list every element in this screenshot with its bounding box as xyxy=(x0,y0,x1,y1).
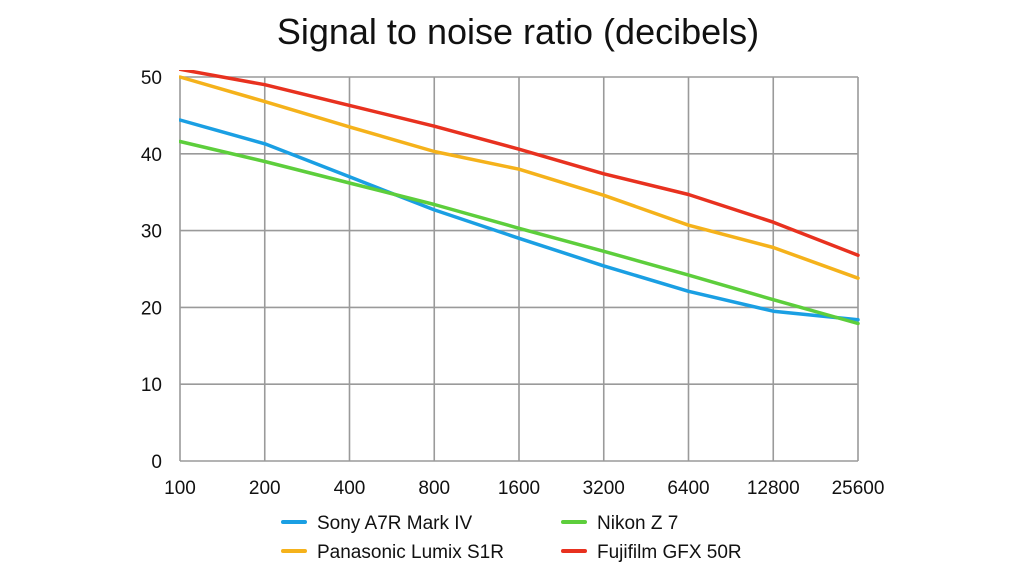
y-axis-ticks: 0 10 20 30 40 50 xyxy=(141,68,162,473)
y-tick-label: 0 xyxy=(151,452,162,473)
y-tick-label: 40 xyxy=(141,145,162,166)
x-tick-label: 1600 xyxy=(498,478,540,499)
x-tick-label: 3200 xyxy=(583,478,625,499)
y-tick-label: 20 xyxy=(141,298,162,319)
x-tick-label: 200 xyxy=(249,478,281,499)
series-line xyxy=(179,75,860,280)
x-tick-label: 6400 xyxy=(667,478,709,499)
x-tick-label: 12800 xyxy=(747,478,800,499)
legend-label: Fujifilm GFX 50R xyxy=(597,542,742,563)
series-lines xyxy=(179,70,860,326)
y-tick-label: 50 xyxy=(141,68,162,89)
chart-title: Signal to noise ratio (decibels) xyxy=(277,11,759,52)
y-tick-label: 10 xyxy=(141,375,162,396)
x-axis-ticks: 100 200 400 800 1600 3200 6400 12800 25600 xyxy=(164,478,884,499)
series-line xyxy=(179,118,860,322)
x-tick-label: 100 xyxy=(164,478,196,499)
legend-label: Panasonic Lumix S1R xyxy=(317,542,504,563)
legend-label: Sony A7R Mark IV xyxy=(317,513,473,534)
legend-label: Nikon Z 7 xyxy=(597,513,678,534)
series-line xyxy=(179,139,860,326)
x-tick-label: 800 xyxy=(418,478,450,499)
y-tick-label: 30 xyxy=(141,222,162,243)
series-line xyxy=(179,70,860,257)
grid xyxy=(179,76,859,462)
x-tick-label: 25600 xyxy=(832,478,885,499)
x-tick-label: 400 xyxy=(334,478,366,499)
legend: Sony A7R Mark IV Panasonic Lumix S1R Nikon… xyxy=(281,513,742,563)
